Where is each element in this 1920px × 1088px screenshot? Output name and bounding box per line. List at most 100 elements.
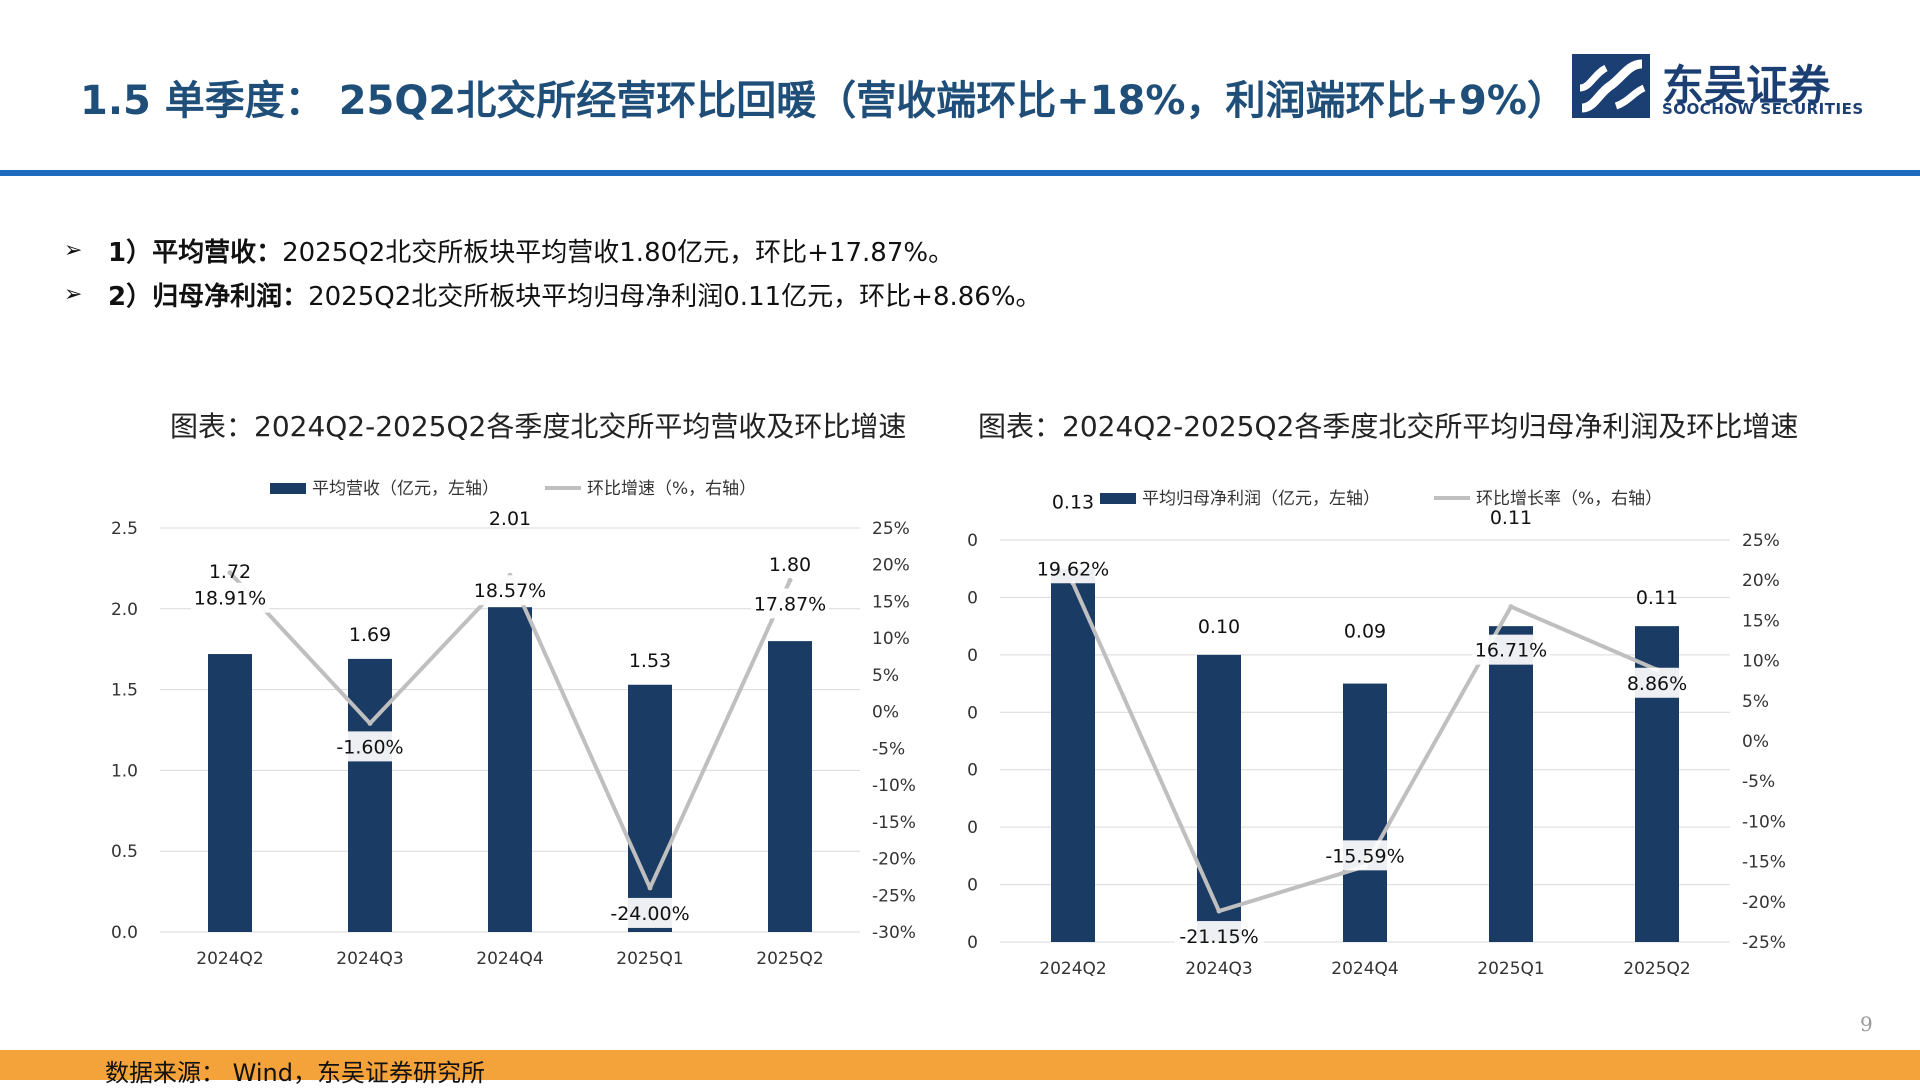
bar-value-label: 0.10	[1198, 616, 1240, 638]
page-title: 1.5 单季度： 25Q2北交所经营环比回暖（营收端环比+18%，利润端环比+9…	[80, 78, 1567, 124]
arrow-bullet-icon: ➢	[64, 281, 83, 307]
y-right-tick-label: 0%	[1742, 732, 1769, 752]
y-left-tick-label: 0	[967, 703, 978, 723]
legend-bar-swatch	[270, 483, 306, 494]
line-point	[367, 720, 373, 726]
y-right-tick-label: 10%	[1742, 652, 1780, 672]
bar	[488, 607, 532, 932]
y-right-tick-label: -10%	[872, 776, 916, 796]
y-right-tick-label: -5%	[1742, 772, 1775, 792]
bar	[348, 658, 392, 932]
y-right-tick-label: 15%	[1742, 611, 1780, 631]
x-tick-label: 2024Q3	[336, 949, 403, 969]
y-right-tick-label: -25%	[1742, 933, 1786, 953]
bar	[208, 654, 252, 932]
bar	[1489, 626, 1533, 942]
line-point	[1508, 604, 1514, 610]
y-right-tick-label: -20%	[1742, 893, 1786, 913]
line-value-label: 19.62%	[1037, 558, 1109, 580]
line-value-label: -15.59%	[1325, 845, 1404, 867]
line-label-box	[331, 731, 409, 762]
line-value-label: 18.57%	[474, 580, 546, 602]
line-label-box	[605, 897, 695, 928]
bar-value-label: 0.09	[1344, 621, 1386, 643]
y-left-tick-label: 0	[967, 531, 978, 551]
line-label-box	[751, 588, 829, 619]
line-label-box	[1034, 553, 1112, 584]
line-label-box	[1472, 634, 1550, 665]
y-right-tick-label: -20%	[872, 850, 916, 870]
line-label-box	[1174, 921, 1264, 952]
bullet-label: 1）平均营收：	[108, 237, 283, 268]
arrow-bullet-icon: ➢	[64, 237, 83, 263]
legend-bar-label: 平均归母净利润（亿元，左轴）	[1142, 489, 1380, 509]
bar	[628, 684, 672, 932]
y-right-tick-label: -25%	[872, 886, 916, 906]
x-tick-label: 2025Q2	[756, 949, 823, 969]
bar-value-label: 1.53	[629, 650, 671, 672]
bar-value-label: 1.72	[209, 561, 251, 583]
y-right-tick-label: 25%	[872, 519, 910, 539]
y-right-tick-label: -10%	[1742, 812, 1786, 832]
line-value-label: -21.15%	[1179, 926, 1258, 948]
x-tick-label: 2024Q2	[196, 949, 263, 969]
line-label-box	[1623, 667, 1691, 698]
y-left-tick-label: 0.5	[111, 842, 138, 862]
logo-english-name: SOOCHOW SECURITIES	[1662, 100, 1864, 118]
line-value-label: -1.60%	[336, 736, 403, 758]
company-logo: 东吴证券 SOOCHOW SECURITIES	[1572, 54, 1863, 120]
x-tick-label: 2025Q2	[1623, 959, 1690, 979]
bar	[1197, 654, 1241, 942]
profit-chart: 平均归母净利润（亿元，左轴） 环比增长率（%，右轴） 0 0 0 0 0 0 0 0 -25% -20…	[967, 489, 1786, 979]
y-right-tick-label: 15%	[872, 592, 910, 612]
y-left-tick-label: 2.0	[111, 600, 138, 620]
y-right-tick-label: 20%	[872, 556, 910, 576]
bullet-text: 2025Q2北交所板块平均归母净利润0.11亿元，环比+8.86%。	[308, 281, 1042, 312]
y-left-tick-label: 0	[967, 818, 978, 838]
y-right-tick-label: 5%	[1742, 692, 1769, 712]
bullet-text: 2025Q2北交所板块平均营收1.80亿元，环比+17.87%。	[282, 237, 955, 268]
y-right-tick-label: -15%	[1742, 853, 1786, 873]
page-number: 9	[1860, 1012, 1873, 1036]
bar-value-label: 1.69	[349, 624, 391, 646]
y-left-tick-label: 0	[967, 588, 978, 608]
y-right-tick-label: -30%	[872, 923, 916, 943]
line-point	[227, 570, 233, 576]
x-tick-label: 2025Q1	[1477, 959, 1544, 979]
bullet-item: ➢ 2）归母净利润： 2025Q2北交所板块平均归母净利润0.11亿元，环比+8…	[64, 272, 1042, 316]
line-value-label: -24.00%	[610, 903, 689, 925]
bar	[1343, 683, 1387, 942]
bar	[768, 641, 812, 932]
x-tick-label: 2024Q4	[1331, 959, 1398, 979]
slide-header: 1.5 单季度： 25Q2北交所经营环比回暖（营收端环比+18%，利润端环比+9…	[0, 0, 1920, 176]
y-left-tick-label: 2.5	[111, 519, 138, 539]
y-right-tick-label: 0%	[872, 703, 899, 723]
x-tick-label: 2024Q2	[1039, 959, 1106, 979]
footer-bar	[0, 1050, 1920, 1080]
bar-value-label: 1.80	[769, 554, 811, 576]
legend-line-label: 环比增速（%，右轴）	[587, 479, 756, 499]
chart-title-revenue: 图表：2024Q2-2025Q2各季度北交所平均营收及环比增速	[170, 410, 907, 443]
line-value-label: 8.86%	[1627, 673, 1687, 695]
y-left-tick-label: 1.5	[111, 681, 138, 701]
x-tick-label: 2024Q4	[476, 949, 543, 969]
header-divider	[0, 170, 1920, 176]
line-label-box	[471, 575, 549, 606]
data-source: 数据来源： Wind，东吴证券研究所	[105, 1059, 485, 1087]
bar-value-label: 0.11	[1636, 587, 1678, 609]
x-tick-label: 2024Q3	[1185, 959, 1252, 979]
x-tick-label: 2025Q1	[616, 949, 683, 969]
y-left-tick-label: 1.0	[111, 761, 138, 781]
line-value-label: 17.87%	[754, 593, 826, 615]
y-right-tick-label: 20%	[1742, 571, 1780, 591]
y-right-tick-label: 25%	[1742, 531, 1780, 551]
y-left-tick-label: 0	[967, 761, 978, 781]
bar-value-label: 0.11	[1490, 507, 1532, 529]
line-label-box	[191, 582, 269, 613]
y-left-tick-label: 0	[967, 876, 978, 896]
line-label-box	[1320, 840, 1410, 871]
legend-bar-swatch	[1100, 493, 1136, 504]
y-right-tick-label: 10%	[872, 629, 910, 649]
legend-line-label: 环比增长率（%，右轴）	[1476, 489, 1662, 509]
y-left-tick-label: 0	[967, 646, 978, 666]
